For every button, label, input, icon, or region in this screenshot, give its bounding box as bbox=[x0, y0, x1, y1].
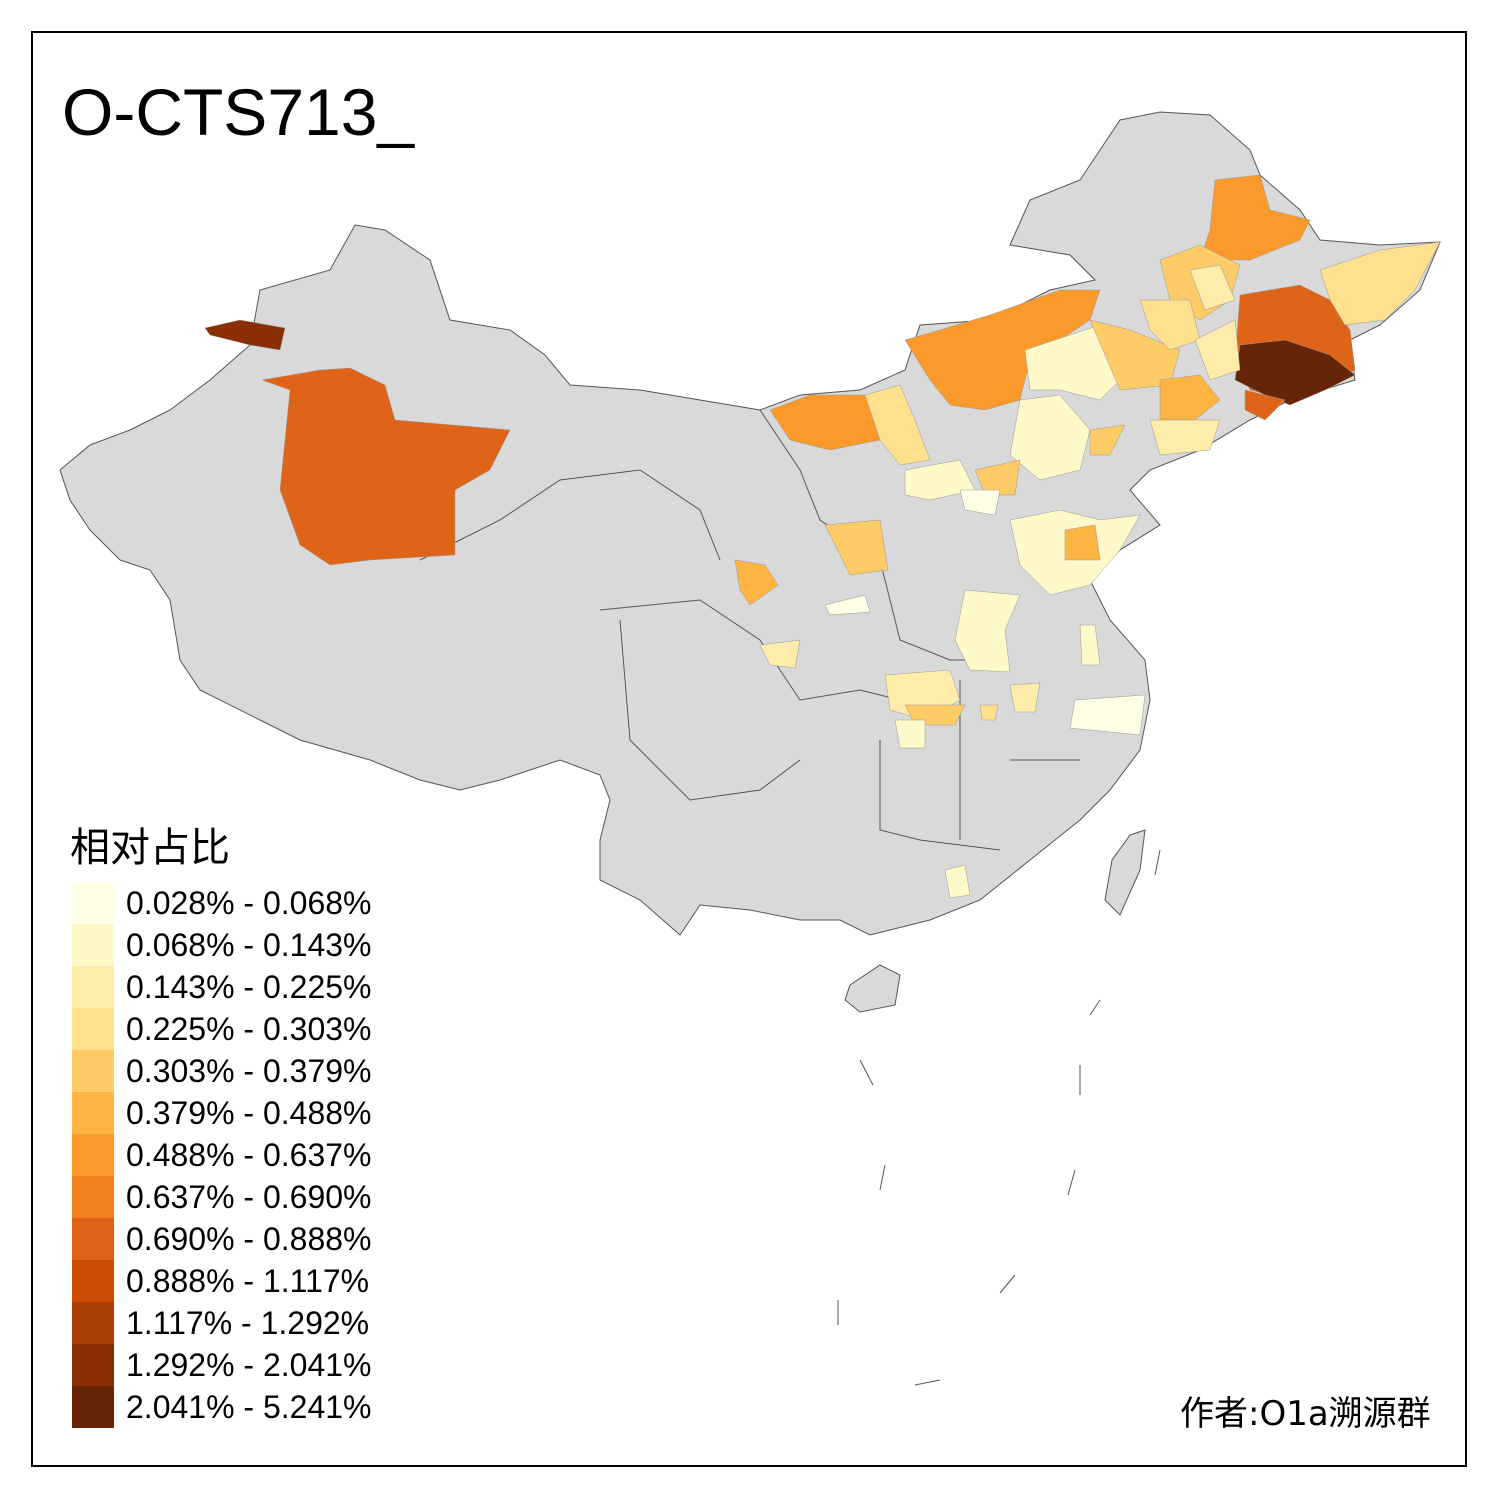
region-bin-3 bbox=[1009, 682, 1041, 713]
legend-swatch bbox=[72, 882, 114, 924]
region-bin-5 bbox=[974, 459, 1021, 496]
region-bin-6 bbox=[734, 559, 779, 606]
legend-item: 0.488% - 0.637% bbox=[72, 1134, 372, 1176]
legend-label: 0.303% - 0.379% bbox=[126, 1053, 372, 1089]
legend-label: 0.888% - 1.117% bbox=[126, 1263, 370, 1299]
hainan-island bbox=[844, 964, 901, 1013]
region-bin-13 bbox=[1234, 339, 1356, 406]
region-bin-5 bbox=[1089, 319, 1181, 391]
legend-swatch bbox=[72, 924, 114, 966]
legend-swatch bbox=[72, 1302, 114, 1344]
legend-label: 0.068% - 0.143% bbox=[126, 927, 372, 963]
region-bin-6 bbox=[1159, 374, 1221, 421]
legend-item: 0.690% - 0.888% bbox=[72, 1218, 372, 1260]
legend-label: 0.225% - 0.303% bbox=[126, 1011, 372, 1047]
legend-swatch bbox=[72, 1092, 114, 1134]
legend-item: 0.379% - 0.488% bbox=[72, 1092, 372, 1134]
region-bin-4 bbox=[1319, 241, 1441, 326]
legend-item: 0.637% - 0.690% bbox=[72, 1176, 372, 1218]
author-credit: 作者:O1a溯源群 bbox=[1180, 1394, 1431, 1434]
legend-label: 0.028% - 0.068% bbox=[126, 885, 372, 921]
region-bin-3 bbox=[1189, 264, 1236, 311]
legend-label: 0.637% - 0.690% bbox=[126, 1179, 372, 1215]
region-bin-5 bbox=[824, 519, 889, 576]
legend-item: 2.041% - 5.241% bbox=[72, 1386, 372, 1428]
legend-swatch bbox=[72, 1008, 114, 1050]
legend-item: 1.292% - 2.041% bbox=[72, 1344, 372, 1386]
choropleth-regions bbox=[204, 174, 1441, 899]
legend-title: 相对占比 bbox=[70, 825, 230, 871]
legend-swatch bbox=[72, 1218, 114, 1260]
region-bin-3 bbox=[1194, 319, 1241, 381]
legend-item: 0.225% - 0.303% bbox=[72, 1008, 372, 1050]
region-bin-1 bbox=[1069, 694, 1146, 736]
legend-label: 1.292% - 2.041% bbox=[126, 1347, 372, 1383]
region-bin-2 bbox=[1009, 394, 1091, 481]
legend-label: 0.143% - 0.225% bbox=[126, 969, 372, 1005]
region-bin-1 bbox=[824, 594, 871, 616]
map-frame bbox=[31, 31, 1467, 1467]
legend-label: 0.379% - 0.488% bbox=[126, 1095, 372, 1131]
legend-label: 2.041% - 5.241% bbox=[126, 1389, 372, 1425]
legend: 0.028% - 0.068% 0.068% - 0.143% 0.143% - 0… bbox=[72, 882, 372, 1428]
legend-item: 0.303% - 0.379% bbox=[72, 1050, 372, 1092]
region-bin-2 bbox=[894, 719, 926, 749]
region-bin-12 bbox=[204, 319, 286, 351]
legend-swatch bbox=[72, 1176, 114, 1218]
region-bin-5 bbox=[1089, 424, 1126, 456]
legend-item: 0.028% - 0.068% bbox=[72, 882, 372, 924]
legend-item: 0.888% - 1.117% bbox=[72, 1260, 372, 1302]
region-bin-3 bbox=[759, 639, 801, 669]
region-bin-4 bbox=[864, 384, 931, 466]
legend-label: 0.690% - 0.888% bbox=[126, 1221, 372, 1257]
legend-swatch bbox=[72, 1344, 114, 1386]
region-bin-7 bbox=[1199, 174, 1311, 261]
legend-swatch bbox=[72, 1260, 114, 1302]
region-bin-9 bbox=[1244, 389, 1286, 421]
legend-label: 0.488% - 0.637% bbox=[126, 1137, 372, 1173]
map-title: O-CTS713_ bbox=[62, 75, 415, 149]
legend-item: 1.117% - 1.292% bbox=[72, 1302, 372, 1344]
legend-swatch bbox=[72, 1134, 114, 1176]
legend-label: 1.117% - 1.292% bbox=[126, 1305, 370, 1341]
south-china-sea-islands bbox=[837, 849, 1161, 1386]
region-bin-3 bbox=[1149, 419, 1221, 456]
region-bin-2 bbox=[904, 459, 976, 501]
region-bin-4 bbox=[1139, 299, 1201, 351]
region-bin-1 bbox=[959, 489, 1001, 516]
region-bin-2 bbox=[944, 864, 971, 899]
legend-swatch bbox=[72, 1386, 114, 1428]
legend-swatch bbox=[72, 966, 114, 1008]
legend-swatch bbox=[72, 1050, 114, 1092]
legend-item: 0.143% - 0.225% bbox=[72, 966, 372, 1008]
region-bin-9 bbox=[261, 367, 511, 566]
region-bin-2 bbox=[1079, 624, 1101, 666]
region-bin-2 bbox=[954, 589, 1021, 673]
region-bin-4 bbox=[979, 704, 999, 721]
region-bin-6 bbox=[1064, 524, 1101, 561]
taiwan-island bbox=[1104, 829, 1146, 916]
legend-item: 0.068% - 0.143% bbox=[72, 924, 372, 966]
